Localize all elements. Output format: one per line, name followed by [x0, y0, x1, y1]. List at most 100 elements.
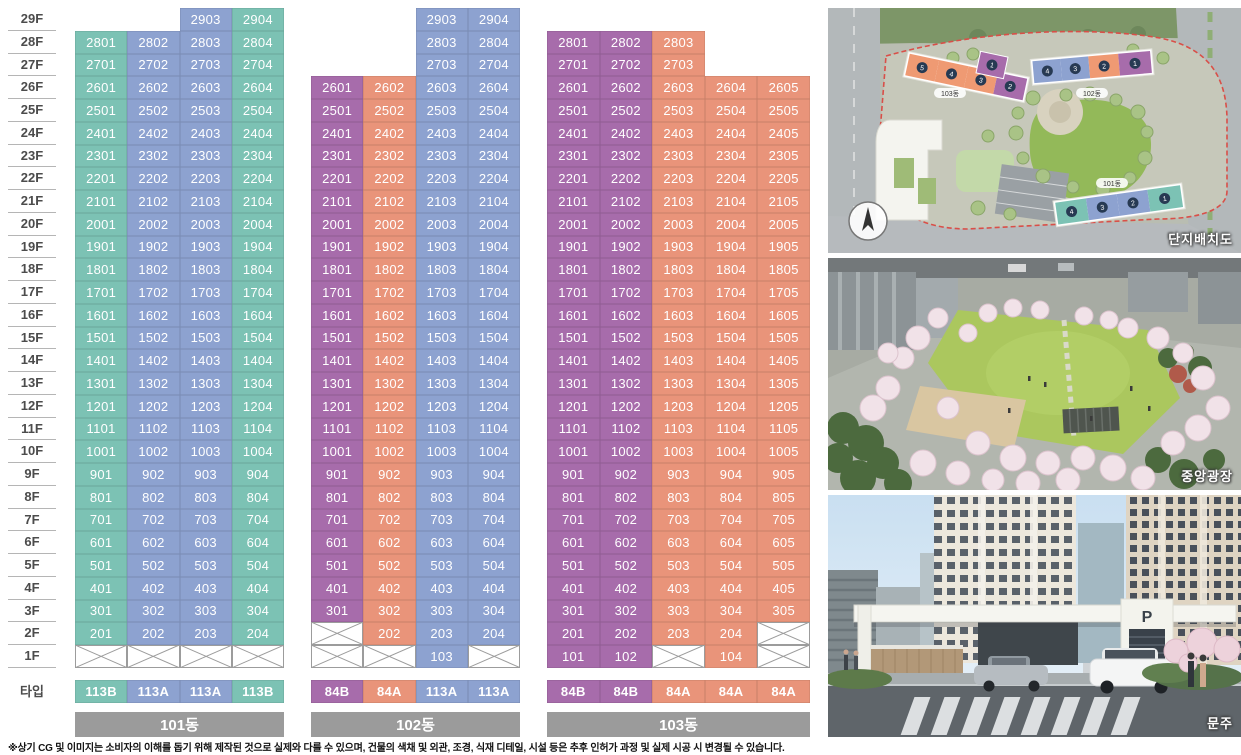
unit-cell[interactable]: 202 [127, 622, 180, 645]
unit-cell[interactable]: 404 [231, 576, 284, 600]
unit-cell[interactable]: 1101 [311, 417, 364, 441]
unit-cell[interactable]: 2302 [599, 144, 653, 168]
unit-cell[interactable]: 2305 [757, 144, 810, 168]
unit-cell[interactable]: 2505 [757, 99, 810, 122]
unit-cell[interactable]: 2102 [127, 190, 180, 213]
unit-cell[interactable]: 1203 [652, 394, 705, 418]
unit-cell[interactable]: 2501 [311, 99, 364, 122]
unit-cell[interactable]: 802 [127, 485, 180, 509]
unit-cell[interactable]: 1502 [127, 326, 180, 350]
unit-cell[interactable]: 2501 [547, 99, 600, 122]
unit-cell[interactable]: 1701 [311, 281, 364, 304]
unit-cell[interactable]: 1501 [311, 326, 364, 350]
unit-cell[interactable]: 1602 [599, 303, 653, 327]
unit-cell[interactable]: 304 [704, 599, 758, 623]
unit-cell[interactable]: 1404 [704, 349, 758, 372]
unit-cell[interactable]: 2103 [652, 190, 705, 213]
unit-cell[interactable]: 1902 [363, 235, 416, 259]
unit-cell[interactable]: 2403 [179, 121, 232, 145]
unit-cell[interactable]: 1504 [704, 326, 758, 350]
unit-cell[interactable]: 1303 [415, 372, 468, 395]
unit-cell[interactable]: 804 [704, 485, 758, 509]
unit-cell[interactable]: 2003 [415, 212, 468, 236]
unit-cell[interactable]: 1603 [415, 303, 468, 327]
unit-cell[interactable]: 2003 [652, 212, 705, 236]
unit-cell[interactable]: 402 [599, 576, 653, 600]
unit-cell[interactable]: 604 [704, 531, 758, 554]
unit-cell[interactable]: 1202 [599, 394, 653, 418]
unit-cell[interactable]: 2402 [599, 121, 653, 145]
unit-cell[interactable]: 1602 [363, 303, 416, 327]
unit-cell[interactable]: 702 [599, 508, 653, 532]
unit-cell[interactable]: 1004 [467, 440, 520, 463]
unit-cell[interactable]: 1601 [75, 303, 128, 327]
unit-cell[interactable]: 203 [415, 622, 468, 645]
unit-cell[interactable]: 1804 [231, 258, 284, 281]
unit-cell[interactable]: 1201 [311, 394, 364, 418]
unit-cell[interactable]: 2103 [415, 190, 468, 213]
unit-cell[interactable]: 901 [547, 463, 600, 486]
unit-cell[interactable]: 304 [467, 599, 520, 623]
unit-cell[interactable]: 1902 [599, 235, 653, 259]
unit-cell[interactable]: 1402 [127, 349, 180, 372]
unit-cell[interactable]: 2201 [311, 167, 364, 190]
unit-cell[interactable]: 2001 [75, 212, 128, 236]
unit-cell[interactable]: 1002 [127, 440, 180, 463]
unit-cell[interactable]: 1805 [757, 258, 810, 281]
unit-cell[interactable]: 505 [757, 554, 810, 577]
unit-cell[interactable]: 1202 [127, 394, 180, 418]
unit-cell[interactable]: 2402 [363, 121, 416, 145]
unit-cell[interactable]: 2303 [179, 144, 232, 168]
unit-cell[interactable]: 1704 [467, 281, 520, 304]
unit-cell[interactable]: 2801 [547, 30, 600, 54]
unit-cell[interactable]: 2302 [363, 144, 416, 168]
unit-cell[interactable]: 805 [757, 485, 810, 509]
unit-cell[interactable]: 2201 [75, 167, 128, 190]
unit-cell[interactable]: 502 [363, 554, 416, 577]
unit-cell[interactable]: 1302 [599, 372, 653, 395]
unit-cell[interactable]: 1401 [311, 349, 364, 372]
unit-cell[interactable]: 2802 [599, 30, 653, 54]
unit-cell[interactable]: 302 [127, 599, 180, 623]
unit-cell[interactable]: 2702 [127, 53, 180, 77]
unit-cell[interactable]: 2604 [231, 76, 284, 99]
unit-cell[interactable]: 2803 [415, 30, 468, 54]
unit-cell[interactable]: 901 [311, 463, 364, 486]
unit-cell[interactable]: 701 [547, 508, 600, 532]
unit-cell[interactable]: 703 [179, 508, 232, 532]
unit-cell[interactable]: 1103 [652, 417, 705, 441]
unit-cell[interactable]: 1704 [231, 281, 284, 304]
unit-cell[interactable]: 1802 [363, 258, 416, 281]
unit-cell[interactable]: 1003 [652, 440, 705, 463]
unit-cell[interactable]: 2701 [75, 53, 128, 77]
unit-cell[interactable]: 602 [127, 531, 180, 554]
unit-cell[interactable]: 2502 [599, 99, 653, 122]
unit-cell[interactable]: 104 [704, 645, 758, 668]
unit-cell[interactable]: 303 [415, 599, 468, 623]
unit-cell[interactable]: 402 [127, 576, 180, 600]
unit-cell[interactable]: 703 [652, 508, 705, 532]
unit-cell[interactable]: 1304 [231, 372, 284, 395]
unit-cell[interactable]: 902 [363, 463, 416, 486]
unit-cell[interactable]: 303 [179, 599, 232, 623]
unit-cell[interactable]: 2201 [547, 167, 600, 190]
unit-cell[interactable]: 1804 [467, 258, 520, 281]
unit-cell[interactable]: 602 [363, 531, 416, 554]
unit-cell[interactable]: 2603 [179, 76, 232, 99]
unit-cell[interactable]: 2904 [467, 8, 520, 31]
unit-cell[interactable]: 2004 [231, 212, 284, 236]
unit-cell[interactable]: 1304 [704, 372, 758, 395]
unit-cell[interactable]: 2205 [757, 167, 810, 190]
unit-cell[interactable]: 2002 [599, 212, 653, 236]
unit-cell[interactable]: 503 [415, 554, 468, 577]
unit-cell[interactable]: 2504 [704, 99, 758, 122]
unit-cell[interactable]: 2702 [599, 53, 653, 77]
unit-cell[interactable]: 601 [547, 531, 600, 554]
unit-cell[interactable]: 1605 [757, 303, 810, 327]
unit-cell[interactable]: 1604 [231, 303, 284, 327]
unit-cell[interactable]: 904 [467, 463, 520, 486]
unit-cell[interactable]: 2104 [231, 190, 284, 213]
unit-cell[interactable]: 1104 [231, 417, 284, 441]
unit-cell[interactable]: 1703 [652, 281, 705, 304]
unit-cell[interactable]: 2401 [75, 121, 128, 145]
